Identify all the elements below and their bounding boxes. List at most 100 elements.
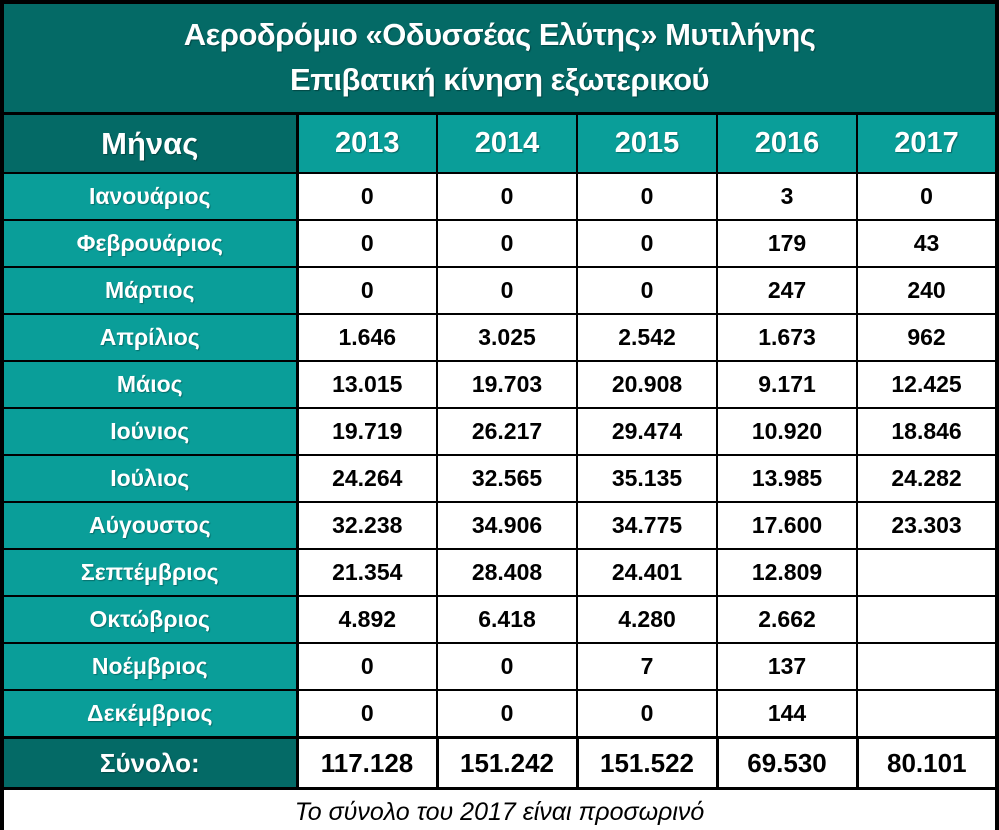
value-cell: 13.985 [716,454,858,503]
value-cell: 20.908 [576,360,718,409]
value-cell: 179 [716,219,858,268]
value-cell: 0 [296,689,438,739]
value-cell: 29.474 [576,407,718,456]
value-cell [855,595,999,644]
month-label: Φεβρουάριος [0,219,299,268]
month-label: Αύγουστος [0,501,299,550]
month-label: Οκτώβριος [0,595,299,644]
month-label: Ιούνιος [0,407,299,456]
title-line1: Αεροδρόμιο «Οδυσσέας Ελύτης» Μυτιλήνης [183,17,816,53]
value-cell: 24.282 [855,454,999,503]
value-cell: 1.646 [296,313,438,362]
value-cell: 35.135 [576,454,718,503]
table-row-december: Δεκέμβριος 0 0 0 144 [0,689,999,739]
total-label: Σύνολο: [0,736,299,790]
value-cell: 17.600 [716,501,858,550]
column-header-2014: 2014 [436,112,578,174]
table-row-april: Απρίλιος 1.646 3.025 2.542 1.673 962 [0,313,999,362]
value-cell: 12.809 [716,548,858,597]
value-cell: 0 [296,642,438,691]
value-cell: 0 [576,689,718,739]
value-cell: 0 [436,689,578,739]
value-cell: 9.171 [716,360,858,409]
total-value-cell: 80.101 [855,736,999,790]
value-cell: 32.565 [436,454,578,503]
value-cell: 34.775 [576,501,718,550]
table-row-august: Αύγουστος 32.238 34.906 34.775 17.600 23… [0,501,999,550]
value-cell [855,548,999,597]
value-cell: 1.673 [716,313,858,362]
value-cell: 0 [436,266,578,315]
value-cell: 0 [576,266,718,315]
table-row-may: Μάιος 13.015 19.703 20.908 9.171 12.425 [0,360,999,409]
value-cell: 23.303 [855,501,999,550]
total-value-cell: 151.242 [435,736,579,790]
value-cell: 19.703 [436,360,578,409]
value-cell: 34.906 [436,501,578,550]
value-cell: 10.920 [716,407,858,456]
title-line2: Επιβατική κίνηση εξωτερικού [290,62,710,97]
month-label: Ιανουάριος [0,172,299,221]
table-row-march: Μάρτιος 0 0 0 247 240 [0,266,999,315]
value-cell: 0 [296,266,438,315]
total-value-cell: 69.530 [715,736,859,790]
value-cell: 0 [436,642,578,691]
value-cell [855,642,999,691]
value-cell: 137 [716,642,858,691]
month-label: Σεπτέμβριος [0,548,299,597]
value-cell: 6.418 [436,595,578,644]
value-cell: 2.662 [716,595,858,644]
value-cell: 18.846 [855,407,999,456]
total-value-cell: 151.522 [575,736,719,790]
value-cell [855,689,999,739]
month-label: Ιούλιος [0,454,299,503]
title-row: Αεροδρόμιο «Οδυσσέας Ελύτης» Μυτιλήνης Ε… [0,0,999,115]
value-cell: 12.425 [855,360,999,409]
table-row-june: Ιούνιος 19.719 26.217 29.474 10.920 18.8… [0,407,999,456]
value-cell: 21.354 [296,548,438,597]
table-row-february: Φεβρουάριος 0 0 0 179 43 [0,219,999,268]
month-label: Νοέμβριος [0,642,299,691]
table-row-october: Οκτώβριος 4.892 6.418 4.280 2.662 [0,595,999,644]
value-cell: 3 [716,172,858,221]
value-cell: 247 [716,266,858,315]
value-cell: 28.408 [436,548,578,597]
value-cell: 24.401 [576,548,718,597]
value-cell: 32.238 [296,501,438,550]
value-cell: 0 [576,172,718,221]
value-cell: 0 [436,219,578,268]
month-label: Απρίλιος [0,313,299,362]
value-cell: 26.217 [436,407,578,456]
table-row-november: Νοέμβριος 0 0 7 137 [0,642,999,691]
value-cell: 240 [855,266,999,315]
value-cell: 7 [576,642,718,691]
value-cell: 13.015 [296,360,438,409]
column-header-2017: 2017 [855,112,999,174]
value-cell: 0 [296,172,438,221]
table-row-july: Ιούλιος 24.264 32.565 35.135 13.985 24.2… [0,454,999,503]
value-cell: 2.542 [576,313,718,362]
month-label: Μάιος [0,360,299,409]
column-header-row: Μήνας 2013 2014 2015 2016 2017 [0,112,999,174]
total-value-cell: 117.128 [295,736,439,790]
value-cell: 0 [855,172,999,221]
footnote-row: Το σύνολο του 2017 είναι προσωρινό [0,787,999,830]
column-header-2016: 2016 [716,112,858,174]
column-header-2013: 2013 [296,112,438,174]
value-cell: 0 [576,219,718,268]
column-header-month: Μήνας [0,112,299,174]
value-cell: 24.264 [296,454,438,503]
total-row: Σύνολο: 117.128 151.242 151.522 69.530 8… [0,736,999,790]
table-row-january: Ιανουάριος 0 0 0 3 0 [0,172,999,221]
value-cell: 3.025 [436,313,578,362]
provisional-note: Το σύνολο του 2017 είναι προσωρινό [0,787,999,830]
value-cell: 0 [296,219,438,268]
value-cell: 962 [855,313,999,362]
month-label: Δεκέμβριος [0,689,299,739]
column-header-2015: 2015 [576,112,718,174]
table-title: Αεροδρόμιο «Οδυσσέας Ελύτης» Μυτιλήνης Ε… [0,0,999,115]
value-cell: 19.719 [296,407,438,456]
value-cell: 43 [855,219,999,268]
